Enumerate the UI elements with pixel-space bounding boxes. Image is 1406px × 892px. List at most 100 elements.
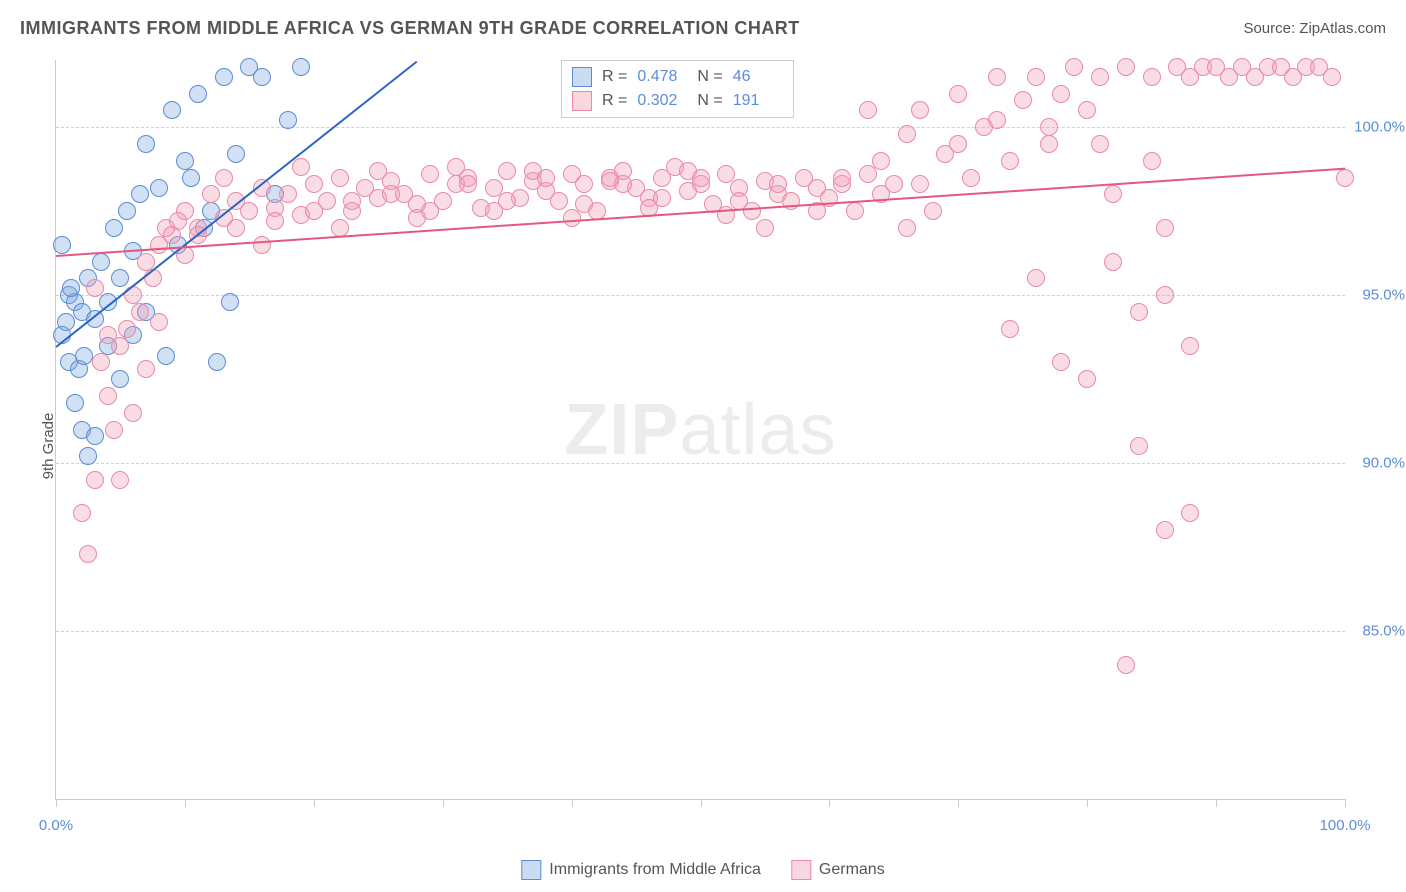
data-point	[421, 202, 439, 220]
data-point	[163, 101, 181, 119]
data-point	[99, 387, 117, 405]
data-point	[653, 189, 671, 207]
data-point	[498, 162, 516, 180]
source-attribution: Source: ZipAtlas.com	[1243, 20, 1386, 37]
data-point	[575, 175, 593, 193]
data-point	[1001, 152, 1019, 170]
data-point	[1156, 219, 1174, 237]
data-point	[1091, 135, 1109, 153]
data-point	[137, 360, 155, 378]
x-tick	[1345, 799, 1346, 807]
data-point	[157, 347, 175, 365]
data-point	[253, 68, 271, 86]
data-point	[1040, 118, 1058, 136]
data-point	[833, 169, 851, 187]
x-tick	[1087, 799, 1088, 807]
data-point	[92, 353, 110, 371]
y-tick-label: 90.0%	[1362, 455, 1405, 472]
data-point	[305, 175, 323, 193]
data-point	[859, 101, 877, 119]
data-point	[1143, 152, 1161, 170]
data-point	[1156, 521, 1174, 539]
swatch-icon	[791, 860, 811, 880]
data-point	[949, 135, 967, 153]
x-tick	[1216, 799, 1217, 807]
data-point	[1078, 370, 1096, 388]
data-point	[1104, 185, 1122, 203]
data-point	[1091, 68, 1109, 86]
data-point	[144, 269, 162, 287]
data-point	[911, 101, 929, 119]
data-point	[331, 219, 349, 237]
data-point	[898, 125, 916, 143]
gridline	[56, 463, 1345, 464]
data-point	[253, 236, 271, 254]
data-point	[1001, 320, 1019, 338]
chart-header: IMMIGRANTS FROM MIDDLE AFRICA VS GERMAN …	[0, 0, 1406, 49]
data-point	[227, 145, 245, 163]
series-legend: Immigrants from Middle Africa Germans	[521, 860, 884, 880]
legend-row-blue: R = 0.478 N = 46	[572, 65, 783, 89]
data-point	[1104, 253, 1122, 271]
data-point	[846, 202, 864, 220]
data-point	[292, 58, 310, 76]
data-point	[1052, 353, 1070, 371]
data-point	[189, 85, 207, 103]
data-point	[137, 135, 155, 153]
data-point	[859, 165, 877, 183]
data-point	[86, 279, 104, 297]
data-point	[150, 313, 168, 331]
legend-item-pink: Germans	[791, 860, 885, 880]
data-point	[305, 202, 323, 220]
swatch-icon	[572, 91, 592, 111]
data-point	[1117, 656, 1135, 674]
data-point	[215, 169, 233, 187]
data-point	[1078, 101, 1096, 119]
y-tick-label: 85.0%	[1362, 623, 1405, 640]
data-point	[215, 68, 233, 86]
data-point	[447, 158, 465, 176]
data-point	[1130, 303, 1148, 321]
legend-item-blue: Immigrants from Middle Africa	[521, 860, 761, 880]
data-point	[111, 471, 129, 489]
correlation-legend: R = 0.478 N = 46 R = 0.302 N = 191	[561, 60, 794, 118]
data-point	[988, 68, 1006, 86]
data-point	[105, 421, 123, 439]
data-point	[118, 320, 136, 338]
data-point	[266, 212, 284, 230]
y-tick-label: 100.0%	[1354, 119, 1405, 136]
data-point	[227, 219, 245, 237]
data-point	[1130, 437, 1148, 455]
x-tick	[443, 799, 444, 807]
data-point	[537, 169, 555, 187]
watermark: ZIPatlas	[564, 389, 836, 471]
data-point	[221, 293, 239, 311]
data-point	[614, 175, 632, 193]
swatch-icon	[521, 860, 541, 880]
data-point	[1117, 58, 1135, 76]
data-point	[692, 169, 710, 187]
data-point	[421, 165, 439, 183]
data-point	[208, 353, 226, 371]
data-point	[962, 169, 980, 187]
data-point	[86, 427, 104, 445]
x-tick	[56, 799, 57, 807]
data-point	[240, 202, 258, 220]
data-point	[1336, 169, 1354, 187]
data-point	[118, 202, 136, 220]
x-tick	[185, 799, 186, 807]
legend-row-pink: R = 0.302 N = 191	[572, 89, 783, 113]
data-point	[988, 111, 1006, 129]
data-point	[1143, 68, 1161, 86]
data-point	[176, 202, 194, 220]
data-point	[924, 202, 942, 220]
data-point	[1156, 286, 1174, 304]
x-tick	[572, 799, 573, 807]
x-tick-label: 0.0%	[39, 817, 73, 834]
data-point	[872, 152, 890, 170]
data-point	[111, 370, 129, 388]
data-point	[498, 192, 516, 210]
data-point	[99, 326, 117, 344]
chart-title: IMMIGRANTS FROM MIDDLE AFRICA VS GERMAN …	[20, 18, 800, 39]
data-point	[1181, 504, 1199, 522]
